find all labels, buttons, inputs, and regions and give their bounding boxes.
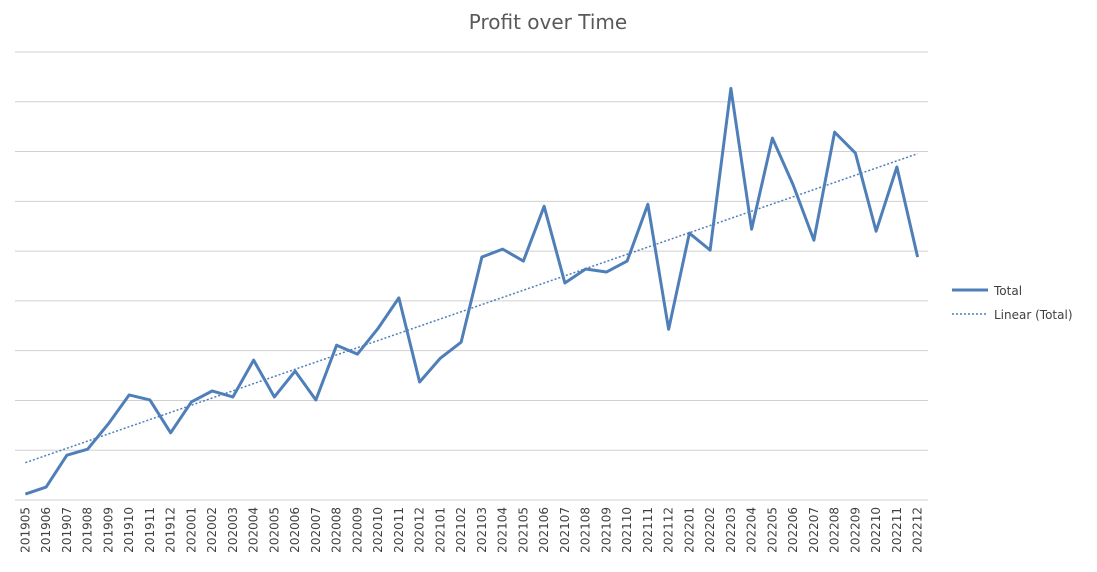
x-tick-label: 202212 xyxy=(911,507,925,553)
x-tick-label: 202101 xyxy=(433,507,447,553)
x-tick-label: 202208 xyxy=(828,507,842,553)
x-tick-label: 202204 xyxy=(745,507,759,553)
x-tick-label: 202205 xyxy=(765,507,779,553)
x-tick-label: 202106 xyxy=(537,507,551,553)
x-tick-label: 202005 xyxy=(267,507,281,553)
x-tick-label: 202007 xyxy=(309,507,323,553)
x-tick-label: 202009 xyxy=(350,507,364,553)
legend-label: Total xyxy=(993,284,1022,298)
x-tick-label: 202202 xyxy=(703,507,717,553)
x-tick-label: 202209 xyxy=(848,507,862,553)
x-tick-label: 201908 xyxy=(81,507,95,553)
x-tick-label: 202109 xyxy=(599,507,613,553)
x-tick-label: 201909 xyxy=(101,507,115,553)
x-tick-label: 202002 xyxy=(205,507,219,553)
x-tick-label: 202012 xyxy=(413,507,427,553)
x-tick-label: 202206 xyxy=(786,507,800,553)
x-tick-label: 202011 xyxy=(392,507,406,553)
x-tick-label: 202111 xyxy=(641,507,655,553)
x-tick-label: 202108 xyxy=(579,507,593,553)
chart-title: Profit over Time xyxy=(469,10,627,34)
line-series xyxy=(24,86,920,496)
x-tick-label: 201911 xyxy=(143,507,157,553)
x-tick-label: 202008 xyxy=(330,507,344,553)
x-tick-label: 202103 xyxy=(475,507,489,553)
x-tick-label: 202004 xyxy=(247,507,261,553)
x-tick-label: 202102 xyxy=(454,507,468,553)
x-tick-label: 201906 xyxy=(39,507,53,553)
x-tick-label: 202003 xyxy=(226,507,240,553)
x-tick-label: 202210 xyxy=(869,507,883,553)
x-tick-label: 201912 xyxy=(164,507,178,553)
x-tick-label: 202006 xyxy=(288,507,302,553)
x-tick-label: 201907 xyxy=(60,507,74,553)
x-tick-label: 202104 xyxy=(496,507,510,553)
trendline xyxy=(25,152,918,464)
x-tick-label: 202001 xyxy=(184,507,198,553)
x-tick-label: 202201 xyxy=(682,507,696,553)
x-tick-label: 202107 xyxy=(558,507,572,553)
x-tick-label: 202207 xyxy=(807,507,821,553)
x-tick-label: 202105 xyxy=(516,507,530,553)
x-tick-label: 202010 xyxy=(371,507,385,553)
x-tick-label: 202112 xyxy=(662,507,676,553)
x-tick-label: 201910 xyxy=(122,507,136,553)
x-tick-label: 201905 xyxy=(18,507,32,553)
legend-label: Linear (Total) xyxy=(994,308,1073,322)
x-tick-label: 202203 xyxy=(724,507,738,553)
x-tick-label: 202211 xyxy=(890,507,904,553)
x-tick-label: 202110 xyxy=(620,507,634,553)
